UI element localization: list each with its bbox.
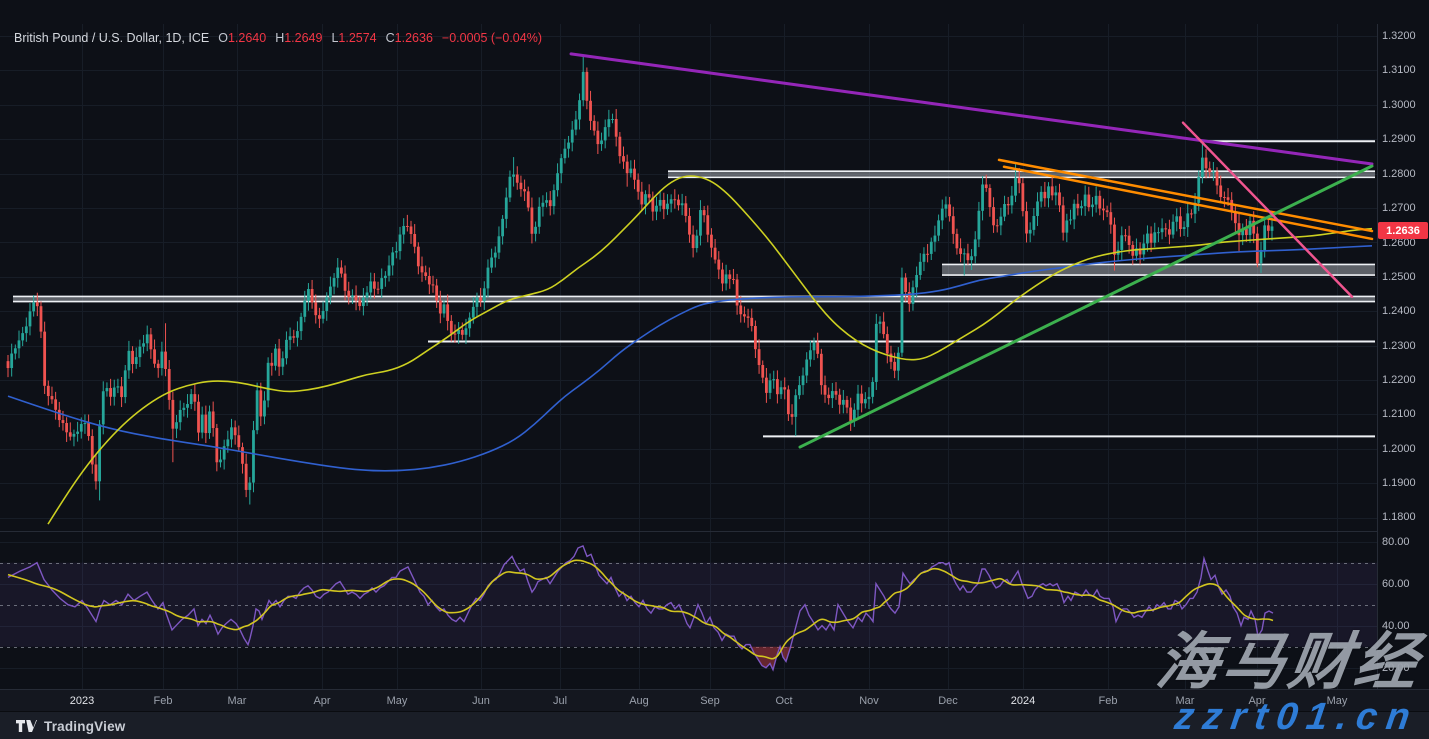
symbol-legend[interactable]: British Pound / U.S. Dollar, 1D, ICE O1.… (14, 31, 542, 45)
price-axis-label: 1.1800 (1382, 511, 1416, 523)
time-axis-label: Dec (938, 695, 958, 707)
time-axis-label: Oct (775, 695, 793, 707)
time-axis-label: Nov (859, 695, 879, 707)
ohlc-change: −0.0005 (−0.04%) (441, 31, 542, 45)
time-axis-label: Apr (1248, 695, 1266, 707)
price-axis-label: 1.2900 (1382, 133, 1416, 145)
symbol-description: British Pound / U.S. Dollar, 1D, ICE (14, 31, 210, 45)
time-axis-label: Apr (313, 695, 331, 707)
price-axis-label: 1.2500 (1382, 271, 1416, 283)
time-axis-label: Feb (153, 695, 173, 707)
last-price-badge: 1.2636 (1378, 222, 1428, 239)
price-axis-label: 1.2800 (1382, 168, 1416, 180)
price-axis-label: 1.2200 (1382, 374, 1416, 386)
ohlc-low: L1.2574 (331, 31, 377, 45)
time-axis-label: Jun (472, 695, 490, 707)
ohlc-high: H1.2649 (275, 31, 323, 45)
time-axis-label: Jul (552, 695, 568, 707)
tradingview-logo-text: TradingView (44, 718, 126, 734)
tradingview-logo-icon (16, 720, 37, 732)
time-axis-label: May (1326, 695, 1348, 707)
watermark-url-text: zzrt01.cn (1172, 696, 1422, 738)
ohlc-close: C1.2636 (385, 31, 433, 45)
price-axis-label: 20.00 (1382, 662, 1410, 674)
tradingview-logo[interactable]: TradingView (16, 719, 125, 734)
price-axis-label: 1.3200 (1382, 30, 1416, 42)
ohlc-open: O1.2640 (218, 31, 267, 45)
price-axis-label: 1.2100 (1382, 408, 1416, 420)
time-axis-label: 2023 (69, 695, 95, 707)
time-axis-label: 2024 (1010, 695, 1036, 707)
footer-bar: TradingView (0, 711, 1429, 739)
time-axis-label: Aug (629, 695, 649, 707)
time-axis-label: Sep (700, 695, 720, 707)
time-axis-label: Mar (227, 695, 247, 707)
time-axis-label: Feb (1098, 695, 1118, 707)
price-axis-label: 60.00 (1382, 578, 1410, 590)
price-axis-label: 80.00 (1382, 536, 1410, 548)
price-axis-label: 40.00 (1382, 620, 1410, 632)
price-axis-label: 1.2600 (1382, 237, 1416, 249)
time-axis-label: Mar (1175, 695, 1195, 707)
price-axis-label: 1.3100 (1382, 64, 1416, 76)
time-axis[interactable] (0, 689, 1429, 712)
price-axis-label: 1.3000 (1382, 99, 1416, 111)
price-axis-label: 1.2700 (1382, 202, 1416, 214)
price-axis-label: 1.2400 (1382, 305, 1416, 317)
price-axis-label: 1.2000 (1382, 443, 1416, 455)
watermark-cn-text: 海马财经 (1152, 628, 1426, 697)
time-axis-label: May (386, 695, 408, 707)
price-axis-label: 1.1900 (1382, 477, 1416, 489)
price-axis-label: 1.2300 (1382, 340, 1416, 352)
